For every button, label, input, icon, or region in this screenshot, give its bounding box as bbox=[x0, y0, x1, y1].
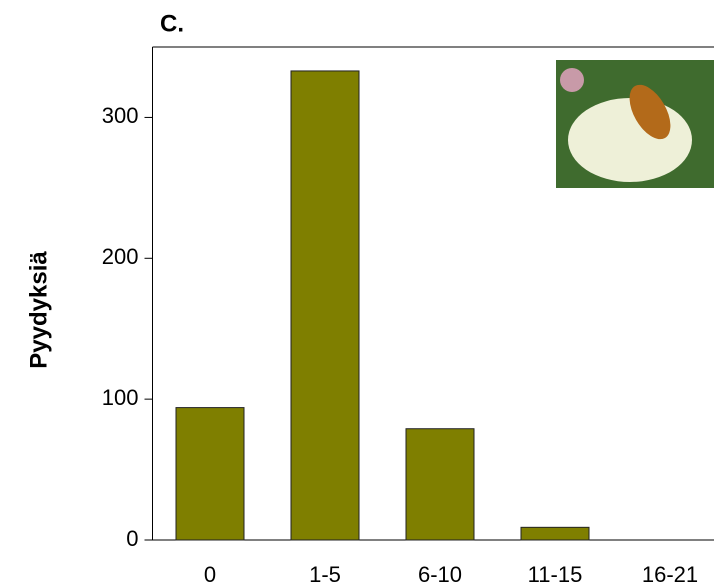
x-tick-label: 16-21 bbox=[642, 562, 698, 587]
bar bbox=[520, 526, 590, 541]
x-tick-label: 1-5 bbox=[309, 562, 341, 587]
y-tick-label: 300 bbox=[102, 103, 139, 128]
y-tick-label: 0 bbox=[126, 526, 138, 551]
bar bbox=[405, 428, 475, 541]
chart-title: C. bbox=[160, 10, 184, 37]
bar bbox=[175, 407, 245, 541]
x-tick-label: 6-10 bbox=[418, 562, 462, 587]
photo-bud bbox=[560, 68, 584, 92]
photo-insect bbox=[629, 84, 671, 140]
y-axis-label: Pyydyksiä bbox=[25, 251, 52, 369]
y-tick-label: 200 bbox=[102, 244, 139, 269]
photo-flower bbox=[568, 98, 692, 182]
y-tick-label: 100 bbox=[102, 385, 139, 410]
x-tick-label: 0 bbox=[204, 562, 216, 587]
bar bbox=[290, 70, 360, 541]
insect-photo bbox=[556, 60, 714, 188]
x-tick-label: 11-15 bbox=[528, 562, 583, 587]
